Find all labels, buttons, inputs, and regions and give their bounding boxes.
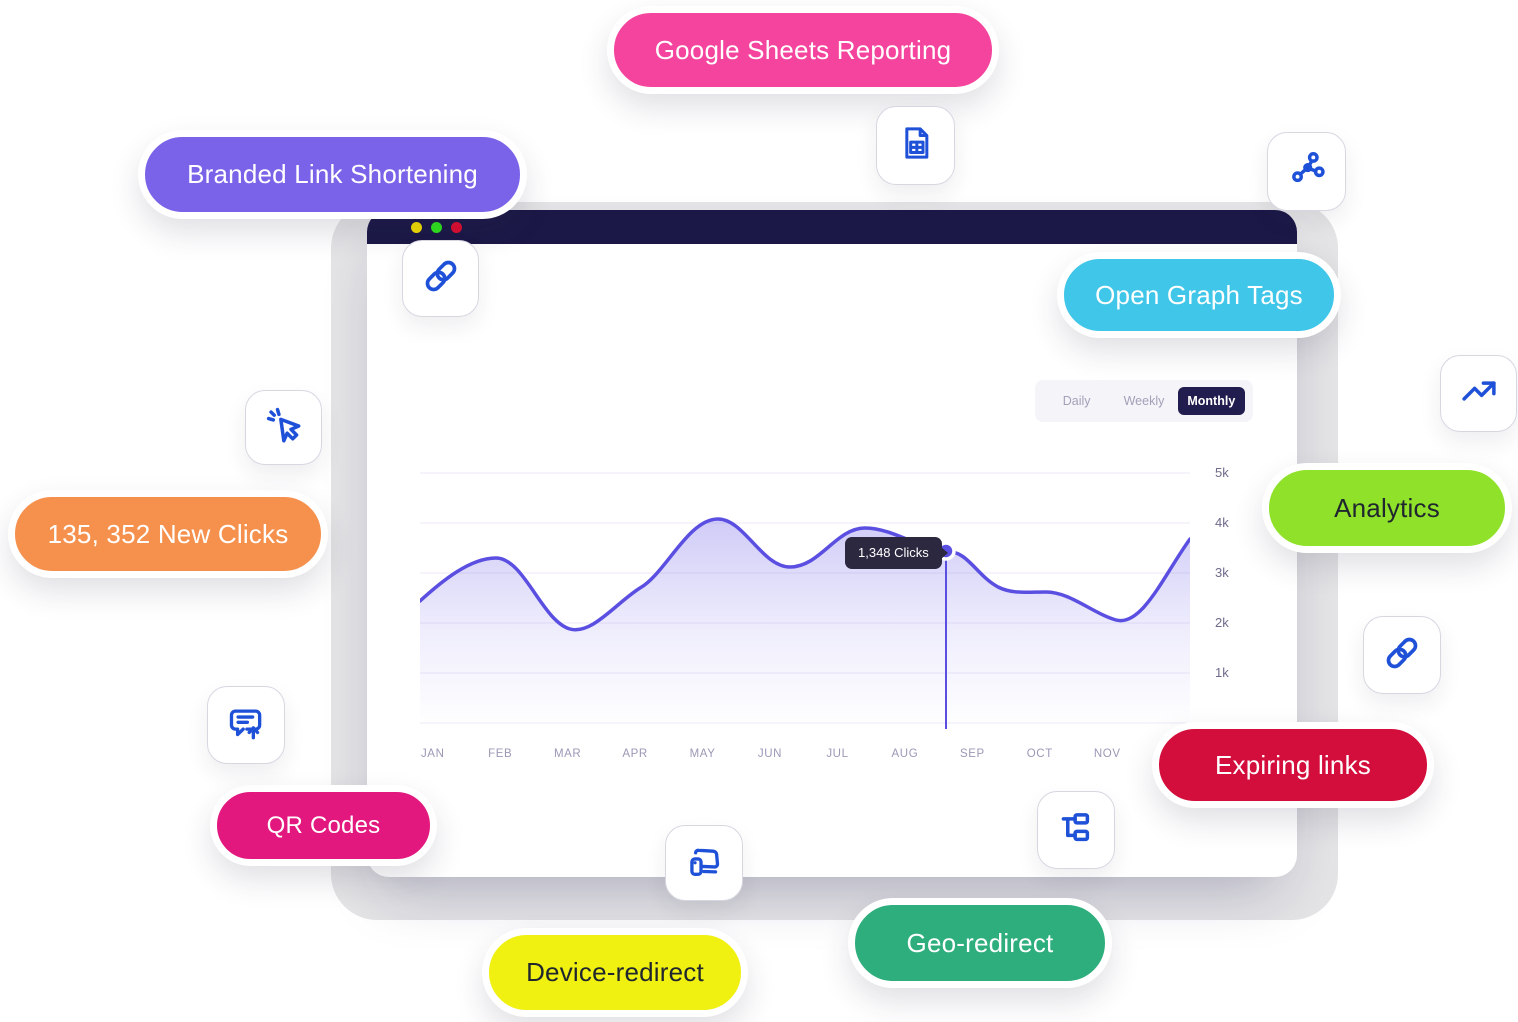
toggle-monthly[interactable]: Monthly: [1177, 387, 1245, 415]
badge-label: Open Graph Tags: [1095, 279, 1303, 310]
badge-analytics: Analytics: [1262, 463, 1512, 553]
x-axis-label: SEP: [959, 748, 985, 760]
share-graph-tile: [1267, 132, 1346, 211]
badge-new-clicks: 135, 352 New Clicks: [8, 490, 328, 578]
x-axis-label: MAR: [553, 748, 582, 760]
period-toggle: Daily Weekly Monthly: [1035, 380, 1253, 422]
badge-label: Branded Link Shortening: [187, 159, 478, 189]
badge-label: Google Sheets Reporting: [654, 34, 952, 65]
badge-label: Analytics: [1334, 492, 1440, 523]
badge-branded-link-shortening: Branded Link Shortening: [138, 130, 527, 219]
tree-structure-tile: [1037, 791, 1115, 869]
y-tick: 5k: [1215, 465, 1229, 480]
badge-geo-redirect: Geo-redirect: [848, 898, 1112, 988]
trend-up-tile: [1440, 355, 1517, 432]
traffic-light-red[interactable]: [451, 222, 462, 233]
traffic-light-yellow[interactable]: [411, 222, 422, 233]
y-tick: 2k: [1215, 615, 1229, 630]
badge-device-redirect: Device-redirect: [482, 928, 748, 1017]
link-tile: [402, 240, 479, 317]
x-axis-label: JAN: [420, 748, 445, 760]
badge-label: QR Codes: [266, 811, 381, 839]
cursor-click-icon: [263, 404, 305, 451]
clicks-area-chart: [420, 472, 1190, 729]
link-icon: [420, 255, 462, 302]
traffic-light-green[interactable]: [431, 222, 442, 233]
badge-label: Device-redirect: [526, 957, 704, 987]
badge-expiring-links: Expiring links: [1152, 722, 1434, 808]
x-axis-label: OCT: [1026, 748, 1053, 760]
chain-link-tile: [1363, 616, 1441, 694]
x-axis: JAN FEB MAR APR MAY JUN JUL AUG SEP OCT …: [399, 748, 1141, 760]
x-axis-label: AUG: [891, 748, 919, 760]
chart-tooltip: 1,348 Clicks: [845, 537, 948, 569]
trend-up-icon: [1458, 370, 1500, 417]
badge-open-graph-tags: Open Graph Tags: [1057, 252, 1341, 338]
message-upload-icon: [225, 702, 267, 749]
toggle-daily[interactable]: Daily: [1062, 394, 1091, 408]
window-titlebar: [367, 210, 1297, 244]
badge-qr-codes: QR Codes: [210, 785, 437, 866]
trend-line: [420, 517, 1190, 632]
share-graph-icon: [1286, 148, 1328, 195]
x-axis-label: JUL: [826, 748, 849, 760]
x-axis-label: FEB: [488, 748, 513, 760]
cursor-click-tile: [245, 390, 322, 465]
area-fill: [420, 519, 1190, 727]
badge-label: Geo-redirect: [906, 927, 1054, 958]
x-axis-label: MAY: [689, 748, 716, 760]
x-axis-label: JUN: [757, 748, 783, 760]
x-axis-label: NOV: [1093, 748, 1121, 760]
google-sheets-icon: [896, 123, 936, 168]
y-tick: 1k: [1215, 665, 1229, 680]
x-axis-label: APR: [622, 748, 648, 760]
badge-label: 135, 352 New Clicks: [47, 518, 289, 549]
google-sheets-tile: [876, 106, 955, 185]
toggle-weekly[interactable]: Weekly: [1123, 394, 1165, 408]
message-upload-tile: [207, 686, 285, 764]
badge-label: Expiring links: [1215, 749, 1371, 780]
y-tick: 3k: [1215, 565, 1229, 580]
device-redirect-tile: [665, 825, 743, 901]
y-tick: 4k: [1215, 515, 1229, 530]
badge-google-sheets-reporting: Google Sheets Reporting: [607, 6, 999, 94]
device-redirect-icon: [683, 840, 725, 887]
tree-structure-icon: [1055, 807, 1097, 854]
chain-link-icon: [1381, 632, 1423, 679]
